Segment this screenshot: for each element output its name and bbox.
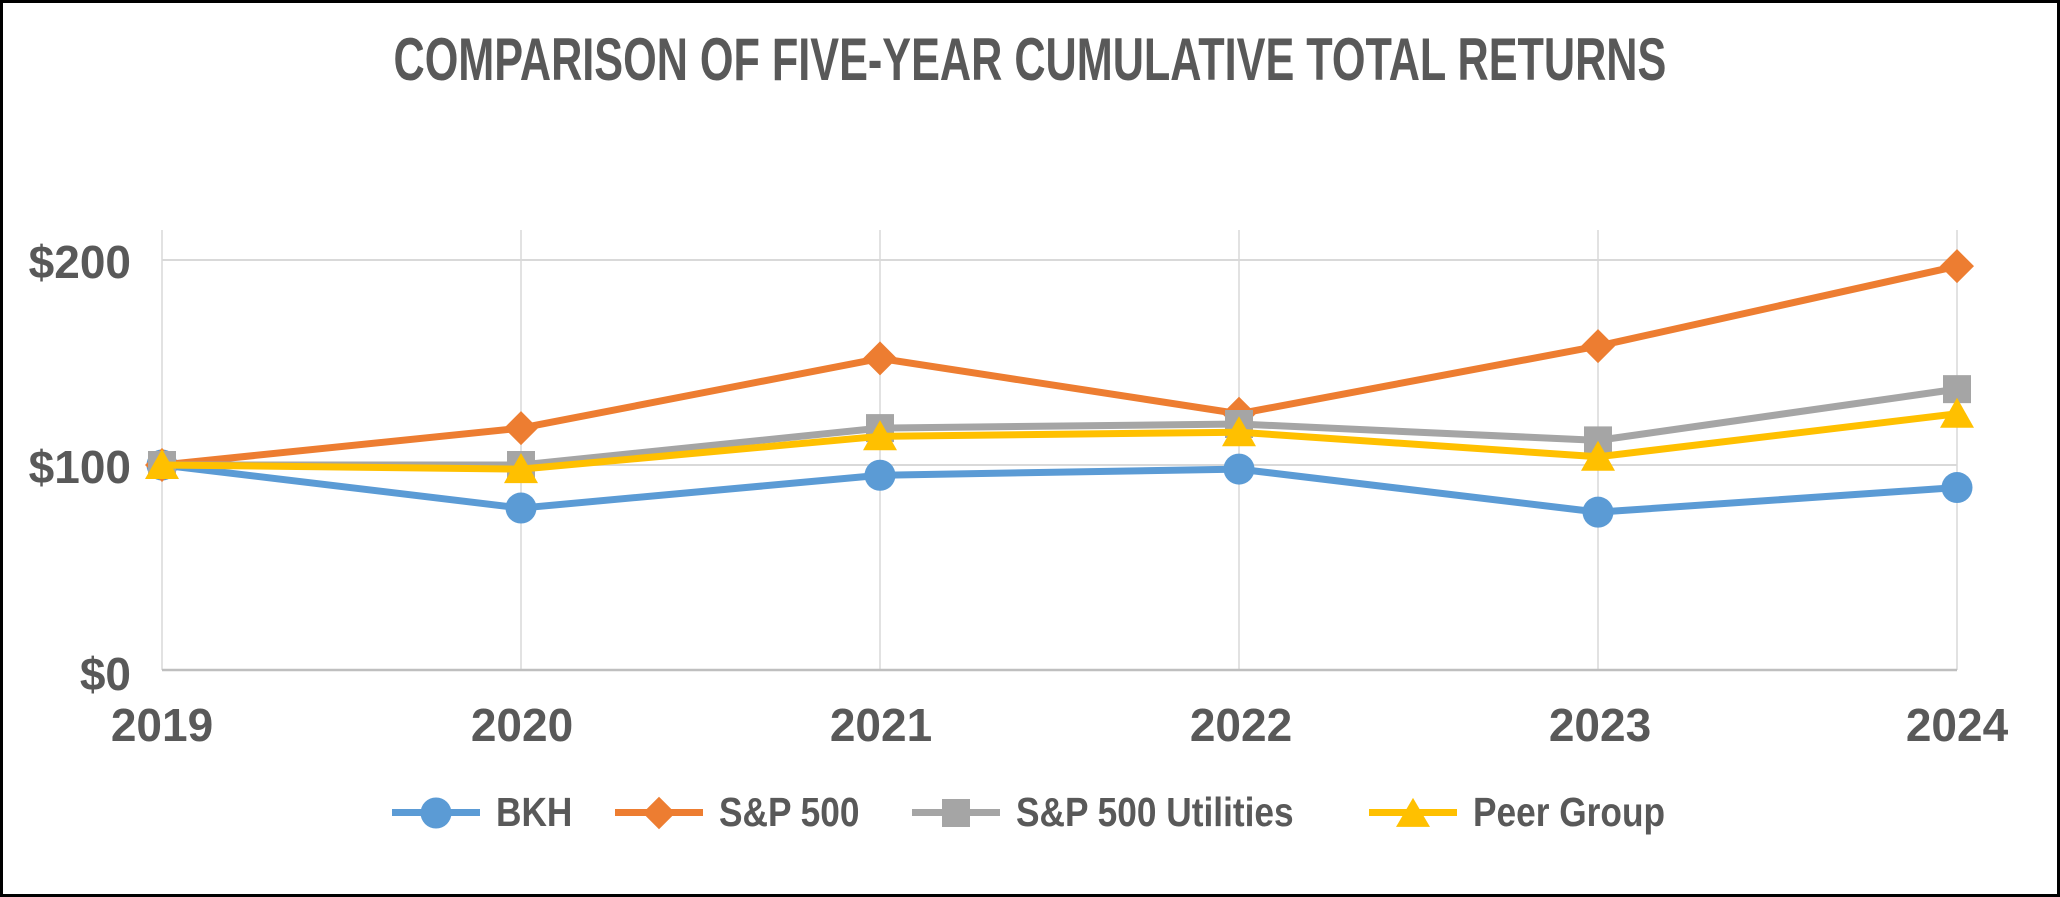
- legend-item-sp500: S&P 500: [614, 792, 859, 833]
- x-axis-tick-2021: 2021: [829, 699, 933, 751]
- sp500-utilities-line-swatch: [912, 798, 1001, 827]
- y-axis-tick-0: $0: [79, 648, 131, 700]
- legend: BKH S&P 500 S&P 500 Utilities Peer Group: [3, 792, 2057, 833]
- legend-label-sp500-utilities: S&P 500 Utilities: [1016, 789, 1294, 835]
- chart-title: COMPARISON OF FIVE-YEAR CUMULATIVE TOTAL…: [3, 25, 2057, 94]
- legend-item-peer-group: Peer Group: [1368, 789, 1668, 835]
- y-axis-tick-100: $100: [28, 441, 131, 493]
- x-axis-tick-2023: 2023: [1548, 699, 1652, 751]
- legend-label-bkh: BKH: [495, 789, 573, 835]
- peer-group-line-swatch: [1368, 797, 1457, 827]
- chart-title-text: COMPARISON OF FIVE-YEAR CUMULATIVE TOTAL…: [393, 26, 1667, 93]
- sp500-utilities-square-marker-icon: [942, 798, 971, 827]
- legend-label-sp500: S&P 500: [718, 789, 860, 835]
- line-chart-plot: [145, 230, 1974, 672]
- peer-group-triangle-marker-icon: [1395, 797, 1430, 827]
- x-axis-tick-2019: 2019: [110, 699, 214, 751]
- y-axis-tick-200: $200: [28, 236, 131, 288]
- bkh-circle-marker-icon: [420, 797, 452, 828]
- x-axis-tick-2024: 2024: [1905, 699, 2009, 751]
- legend-label-peer-group: Peer Group: [1472, 789, 1665, 835]
- x-axis-tick-2020: 2020: [470, 699, 574, 751]
- legend-item-sp500-utilities: S&P 500 Utilities: [912, 792, 1311, 833]
- legend-item-bkh: BKH: [391, 792, 572, 833]
- bkh-line-swatch: [391, 797, 480, 828]
- x-axis-tick-2022: 2022: [1189, 699, 1293, 751]
- sp500-diamond-marker-icon: [642, 796, 675, 829]
- sp500-line-swatch: [614, 796, 703, 829]
